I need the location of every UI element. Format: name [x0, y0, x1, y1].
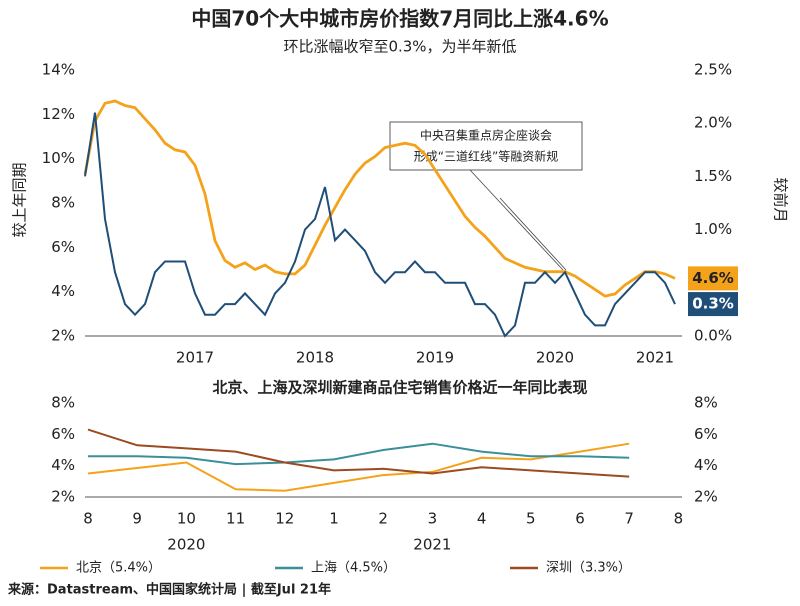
y2-tick-label: 1.5%: [694, 167, 732, 185]
x-tick-label: 2020: [536, 349, 574, 367]
value-label-box: [688, 266, 738, 291]
x-group-label: 2021: [413, 536, 451, 554]
y2-tick-label: 2.5%: [694, 61, 732, 79]
x-tick-label: 6: [575, 510, 585, 528]
y-tick-label: 12%: [42, 105, 75, 123]
x-tick-label: 12: [275, 510, 294, 528]
y2-tick-label: 1.0%: [694, 220, 732, 238]
annotation-arrow: [469, 169, 564, 271]
series-line: [83, 99, 676, 298]
x-tick-label: 8: [674, 510, 684, 528]
y-tick-label: 2%: [51, 327, 75, 345]
annotation: 形成“三道红线”等融资新规: [414, 149, 558, 164]
y2-tick-label: 0.0%: [694, 327, 732, 345]
x-tick-label: 2: [378, 510, 388, 528]
x-group-label: 2020: [167, 536, 205, 554]
series-line: [87, 442, 630, 492]
y-tick-label: 10%: [42, 149, 75, 167]
y-tick-label: 6%: [51, 238, 75, 256]
x-tick-label: 2021: [636, 349, 674, 367]
series-line: [87, 428, 630, 478]
y-tick-label: 14%: [42, 61, 75, 79]
legend-label: 北京（5.4%）: [76, 561, 161, 576]
x-tick-label: 10: [177, 510, 196, 528]
y-tick-label: 4%: [51, 282, 75, 300]
y-tick-label: 6%: [51, 425, 75, 443]
chart-title: 中国70个大中城市房价指数7月同比上涨4.6%: [191, 7, 608, 31]
y-tick-label: 2%: [51, 488, 75, 506]
x-tick-label: 3: [428, 510, 438, 528]
x-tick-label: 7: [624, 510, 634, 528]
y-axis-label: 较上年同期: [11, 162, 29, 237]
y2-tick-label: 6%: [694, 425, 718, 443]
y2-tick-label: 8%: [694, 394, 718, 412]
x-tick-label: 2017: [176, 349, 214, 367]
series-line: [88, 442, 630, 466]
x-tick-label: 2018: [296, 349, 334, 367]
x-tick-label: 8: [83, 510, 93, 528]
y2-axis-label: 较前月: [772, 177, 790, 222]
value-label-box: [688, 292, 738, 317]
x-tick-label: 11: [226, 510, 245, 528]
x-tick-label: 1: [329, 510, 339, 528]
y2-tick-label: 2%: [694, 488, 718, 506]
y-tick-label: 4%: [51, 456, 75, 474]
y-tick-label: 8%: [51, 394, 75, 412]
legend-label: 深圳（3.3%）: [546, 561, 631, 576]
value-label: 4.6%: [692, 269, 734, 287]
chart-title: 北京、上海及深圳新建商品住宅销售价格近一年同比表现: [212, 379, 587, 397]
y-tick-label: 8%: [51, 194, 75, 212]
x-tick-label: 2019: [416, 349, 454, 367]
y2-tick-label: 2.0%: [694, 114, 732, 132]
value-label: 0.3%: [692, 295, 734, 313]
y2-tick-label: 4%: [694, 456, 718, 474]
series-line: [84, 112, 676, 338]
x-tick-label: 9: [132, 510, 142, 528]
annotation-arrow: [499, 197, 567, 271]
x-tick-label: 5: [526, 510, 536, 528]
chart-subtitle: 环比涨幅收窄至0.3%，为半年新低: [283, 38, 516, 56]
annotation: 中央召集重点房企座谈会: [420, 128, 552, 143]
legend-label: 上海（4.5%）: [311, 561, 396, 576]
source: 来源：Datastream、中国国家统计局 | 截至Jul 21年: [7, 582, 331, 598]
x-tick-label: 4: [477, 510, 487, 528]
annotation-box: [389, 121, 583, 171]
